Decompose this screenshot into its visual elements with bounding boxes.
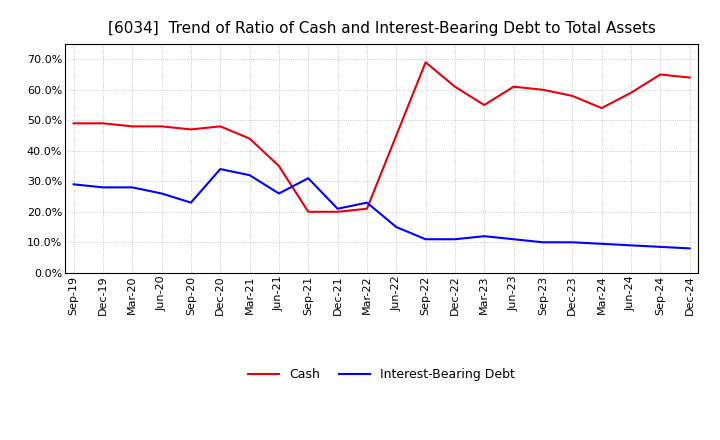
Cash [539,87,547,92]
Interest-Bearing Debt [128,185,137,190]
Interest-Bearing Debt [480,234,489,239]
Interest-Bearing Debt [685,246,694,251]
Interest-Bearing Debt [363,200,372,205]
Line: Interest-Bearing Debt: Interest-Bearing Debt [73,169,690,249]
Cash [333,209,342,214]
Interest-Bearing Debt [304,176,312,181]
Cash [186,127,195,132]
Cash [480,103,489,108]
Interest-Bearing Debt [656,244,665,249]
Cash [246,136,254,141]
Cash [626,90,635,95]
Line: Cash: Cash [73,62,690,212]
Interest-Bearing Debt [421,237,430,242]
Interest-Bearing Debt [568,240,577,245]
Legend: Cash, Interest-Bearing Debt: Cash, Interest-Bearing Debt [243,363,520,385]
Interest-Bearing Debt [598,241,606,246]
Interest-Bearing Debt [451,237,459,242]
Interest-Bearing Debt [509,237,518,242]
Interest-Bearing Debt [333,206,342,211]
Cash [363,206,372,211]
Cash [656,72,665,77]
Cash [216,124,225,129]
Cash [128,124,137,129]
Interest-Bearing Debt [99,185,107,190]
Interest-Bearing Debt [392,224,400,230]
Interest-Bearing Debt [539,240,547,245]
Interest-Bearing Debt [69,182,78,187]
Interest-Bearing Debt [157,191,166,196]
Interest-Bearing Debt [246,172,254,178]
Interest-Bearing Debt [216,166,225,172]
Interest-Bearing Debt [626,243,635,248]
Cash [157,124,166,129]
Cash [509,84,518,89]
Cash [274,163,283,169]
Cash [304,209,312,214]
Cash [421,60,430,65]
Cash [568,93,577,99]
Cash [451,84,459,89]
Interest-Bearing Debt [274,191,283,196]
Title: [6034]  Trend of Ratio of Cash and Interest-Bearing Debt to Total Assets: [6034] Trend of Ratio of Cash and Intere… [108,21,655,36]
Interest-Bearing Debt [186,200,195,205]
Cash [392,133,400,138]
Cash [99,121,107,126]
Cash [598,106,606,111]
Cash [69,121,78,126]
Cash [685,75,694,80]
